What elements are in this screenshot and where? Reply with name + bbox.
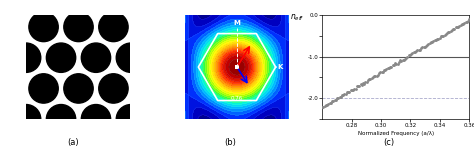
Circle shape bbox=[116, 105, 146, 134]
Circle shape bbox=[151, 43, 181, 72]
Circle shape bbox=[46, 105, 76, 134]
Circle shape bbox=[29, 12, 58, 42]
Circle shape bbox=[82, 105, 110, 134]
X-axis label: Normalized Frequency (a/λ): Normalized Frequency (a/λ) bbox=[358, 131, 434, 136]
Circle shape bbox=[0, 74, 23, 103]
Circle shape bbox=[134, 135, 163, 149]
Circle shape bbox=[11, 105, 41, 134]
Circle shape bbox=[0, 135, 23, 149]
Circle shape bbox=[29, 74, 58, 103]
Circle shape bbox=[46, 43, 76, 72]
Text: (b): (b) bbox=[224, 138, 236, 146]
Circle shape bbox=[134, 12, 163, 42]
Circle shape bbox=[169, 12, 198, 42]
Circle shape bbox=[64, 74, 93, 103]
Text: 0.76: 0.76 bbox=[231, 96, 243, 101]
Circle shape bbox=[169, 135, 198, 149]
Circle shape bbox=[151, 105, 181, 134]
Text: (c): (c) bbox=[383, 138, 394, 146]
Text: (a): (a) bbox=[68, 138, 79, 146]
Circle shape bbox=[116, 0, 146, 11]
Circle shape bbox=[169, 74, 198, 103]
Circle shape bbox=[0, 105, 6, 134]
Circle shape bbox=[29, 135, 58, 149]
Circle shape bbox=[64, 135, 93, 149]
Circle shape bbox=[0, 43, 6, 72]
Bar bbox=[235, 65, 239, 69]
Circle shape bbox=[99, 12, 128, 42]
Circle shape bbox=[11, 0, 41, 11]
Circle shape bbox=[99, 135, 128, 149]
Circle shape bbox=[64, 12, 93, 42]
Circle shape bbox=[46, 0, 76, 11]
Circle shape bbox=[82, 43, 110, 72]
Circle shape bbox=[134, 74, 163, 103]
Circle shape bbox=[11, 43, 41, 72]
Circle shape bbox=[0, 12, 23, 42]
Text: K: K bbox=[278, 64, 283, 70]
Circle shape bbox=[116, 43, 146, 72]
Circle shape bbox=[0, 0, 6, 11]
Circle shape bbox=[82, 0, 110, 11]
Circle shape bbox=[99, 74, 128, 103]
Text: M: M bbox=[234, 21, 240, 27]
Circle shape bbox=[151, 0, 181, 11]
Text: $n_{eff}$: $n_{eff}$ bbox=[290, 13, 304, 23]
